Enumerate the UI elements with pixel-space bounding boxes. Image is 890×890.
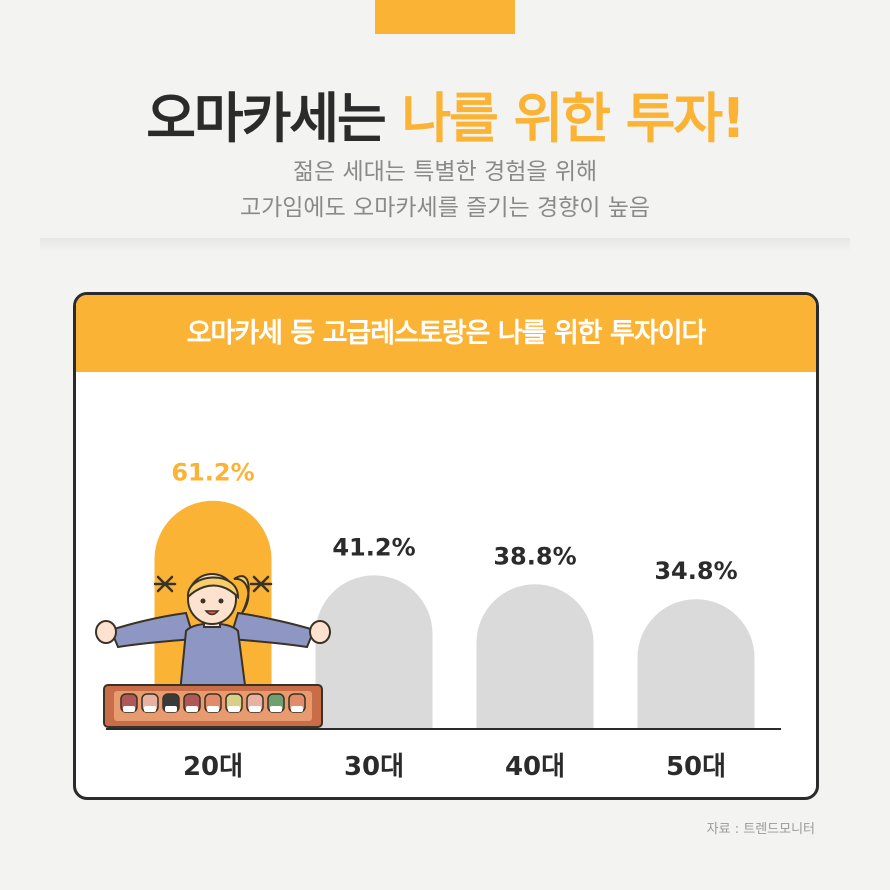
chart-card: 오마카세 등 고급레스토랑은 나를 위한 투자이다 61.2% 20대 41.2% 3… bbox=[73, 292, 819, 800]
torso bbox=[178, 622, 248, 694]
category-label-4: 50대 bbox=[666, 752, 726, 782]
sparkle-left-icon bbox=[153, 575, 177, 593]
right-hand bbox=[309, 620, 331, 644]
left-hand bbox=[95, 620, 117, 644]
omakase-chef-woman-illustration bbox=[95, 573, 331, 728]
value-label-4: 34.8% bbox=[654, 557, 737, 585]
right-arm bbox=[228, 611, 316, 649]
value-label-2: 41.2% bbox=[332, 533, 415, 561]
chart-title: 오마카세 등 고급레스토랑은 나를 위한 투자이다 bbox=[76, 295, 816, 372]
sparkle-right-icon bbox=[249, 575, 273, 593]
title-accent-part: 나를 위한 투자! bbox=[401, 87, 745, 150]
left-arm bbox=[109, 611, 196, 649]
subtitle-line-1: 젊은 세대는 특별한 경험을 위해 bbox=[292, 159, 598, 185]
bar-chart: 61.2% 20대 41.2% 30대 38.8% 40대 34.8% 50대 bbox=[95, 459, 781, 782]
mouth bbox=[204, 610, 220, 616]
source-note: 자료 : 트렌드모니터 bbox=[706, 822, 815, 837]
category-label-2: 30대 bbox=[344, 752, 404, 782]
sushi-rice-1 bbox=[123, 706, 135, 712]
sushi-rice-5 bbox=[207, 706, 219, 712]
category-label-1: 20대 bbox=[183, 752, 243, 782]
bar-2 bbox=[315, 575, 433, 729]
page-title: 오마카세는 나를 위한 투자! bbox=[0, 74, 890, 153]
category-label-3: 40대 bbox=[505, 752, 565, 782]
header-divider bbox=[40, 238, 850, 252]
ponytail bbox=[233, 575, 250, 614]
sushi-rice-9 bbox=[291, 706, 303, 712]
sushi-rice-3 bbox=[165, 706, 177, 712]
sushi-rice-8 bbox=[270, 706, 282, 712]
page-subtitle: 젊은 세대는 특별한 경험을 위해 고가임에도 오마카세를 즐기는 경향이 높음 bbox=[0, 154, 890, 226]
title-dark-part: 오마카세는 bbox=[146, 87, 402, 150]
subtitle-line-2: 고가임에도 오마카세를 즐기는 경향이 높음 bbox=[239, 195, 651, 221]
value-label-1: 61.2% bbox=[171, 459, 254, 487]
left-eye bbox=[200, 598, 206, 604]
top-accent-tab bbox=[375, 0, 515, 34]
sushi-rice-6 bbox=[228, 706, 240, 712]
sushi-rice-2 bbox=[144, 706, 156, 712]
hair bbox=[186, 576, 240, 600]
value-label-3: 38.8% bbox=[493, 542, 576, 570]
sushi-rice-4 bbox=[186, 706, 198, 712]
bar-4 bbox=[637, 599, 755, 729]
sushi-rice-7 bbox=[249, 706, 261, 712]
right-eye bbox=[218, 598, 224, 604]
bar-3 bbox=[476, 584, 594, 729]
